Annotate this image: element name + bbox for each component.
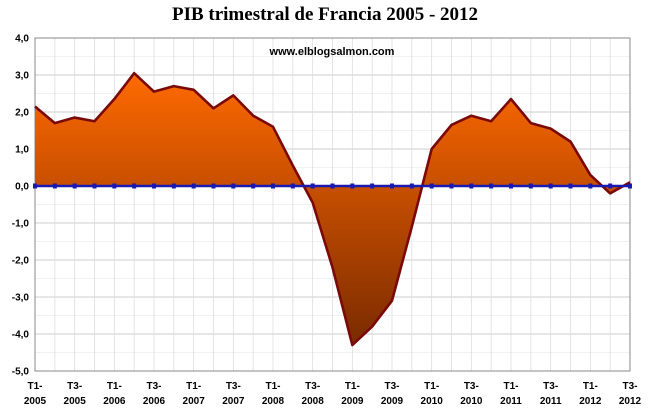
x-tick-label-year: 2007 — [222, 396, 245, 407]
y-tick-label: -4,0 — [12, 330, 30, 341]
zero-line-marker — [310, 183, 315, 189]
x-tick-label: T1- — [504, 381, 519, 392]
y-tick-label: 2,0 — [15, 108, 29, 119]
zero-line-marker — [489, 183, 494, 189]
zero-line-marker — [409, 183, 414, 189]
zero-line-marker — [112, 183, 117, 189]
x-tick-label: T1- — [28, 381, 43, 392]
y-tick-label: -2,0 — [12, 256, 30, 267]
zero-line-marker — [548, 183, 553, 189]
area-layer — [34, 71, 631, 347]
zero-line-marker — [390, 183, 394, 189]
x-tick-label: T3- — [464, 381, 479, 392]
x-tick-label-year: 2009 — [341, 396, 364, 407]
zero-line-marker — [608, 183, 613, 189]
zero-line-marker — [191, 183, 196, 189]
zero-line-marker — [449, 183, 454, 189]
zero-line-marker — [92, 183, 97, 189]
y-tick-label: -1,0 — [12, 219, 30, 230]
zero-line-marker — [132, 183, 137, 189]
x-tick-label-year: 2012 — [579, 396, 602, 407]
zero-line-marker — [568, 183, 573, 189]
x-tick-label-year: 2012 — [619, 396, 642, 407]
x-tick-label: T3- — [385, 381, 400, 392]
x-tick-label: T1- — [266, 381, 281, 392]
source-annotation: www.elblogsalmon.com — [269, 46, 395, 58]
zero-line-marker — [33, 183, 37, 189]
x-tick-label: T3- — [305, 381, 320, 392]
zero-line-marker — [429, 183, 434, 189]
x-tick-label-year: 2005 — [64, 396, 87, 407]
y-tick-label: 4,0 — [15, 34, 29, 45]
zero-line-marker — [251, 183, 256, 189]
x-tick-label: T3- — [147, 381, 162, 392]
y-tick-label: 3,0 — [15, 71, 29, 82]
plot-frame — [34, 37, 631, 372]
zero-line-marker — [588, 183, 593, 189]
zero-line-marker — [330, 183, 335, 189]
zero-line-marker — [290, 183, 295, 189]
x-tick-label: T3- — [226, 381, 241, 392]
zero-line-marker — [628, 183, 632, 189]
x-tick-label-year: 2008 — [262, 396, 285, 407]
x-tick-label-year: 2009 — [381, 396, 404, 407]
zero-line-marker — [469, 183, 474, 189]
zero-line-marker — [231, 183, 236, 189]
zero-line-marker — [370, 183, 375, 189]
zero-line-marker — [211, 183, 216, 189]
zero-line-layer — [33, 183, 632, 189]
x-tick-label-year: 2010 — [421, 396, 444, 407]
zero-line-marker — [528, 183, 533, 189]
x-tick-label-year: 2007 — [183, 396, 206, 407]
y-tick-label: -3,0 — [12, 293, 30, 304]
chart-title: PIB trimestral de Francia 2005 - 2012 — [171, 4, 479, 25]
x-tick-label: T1- — [107, 381, 122, 392]
x-tick-label: T3- — [543, 381, 558, 392]
x-tick-label: T3- — [623, 381, 638, 392]
x-tick-label-year: 2011 — [540, 396, 562, 407]
x-tick-label-year: 2008 — [302, 396, 325, 407]
y-tick-label: -5,0 — [12, 367, 30, 378]
x-tick-label: T1- — [424, 381, 439, 392]
x-tick-label-year: 2006 — [103, 396, 126, 407]
zero-line-marker — [52, 183, 57, 189]
x-tick-label-year: 2006 — [143, 396, 166, 407]
zero-line-marker — [72, 183, 77, 189]
zero-line-marker — [350, 183, 355, 189]
x-tick-label-year: 2005 — [24, 396, 47, 407]
x-axis-ticks: T1- 2005 T3- 2005 T1- 2006 T3- 2006 T1- 2007 T3- 20… — [24, 381, 642, 407]
y-tick-label: 1,0 — [15, 145, 29, 156]
zero-line-marker — [509, 183, 513, 189]
x-tick-label: T1- — [583, 381, 598, 392]
zero-line-marker — [171, 183, 176, 189]
x-tick-label: T1- — [186, 381, 201, 392]
y-axis-ticks: 4,0 3,0 2,0 1,0 0,0 -1,0 -2,0 -3,0 -4,0 -5,0 — [12, 34, 30, 378]
series-area-fill — [35, 73, 630, 346]
x-tick-label: T3- — [67, 381, 82, 392]
zero-line-marker — [152, 183, 156, 189]
x-tick-label-year: 2010 — [460, 396, 483, 407]
zero-line-marker — [271, 183, 275, 189]
y-tick-label: 0,0 — [15, 182, 29, 193]
x-tick-label: T1- — [345, 381, 360, 392]
x-tick-label-year: 2011 — [500, 396, 522, 407]
